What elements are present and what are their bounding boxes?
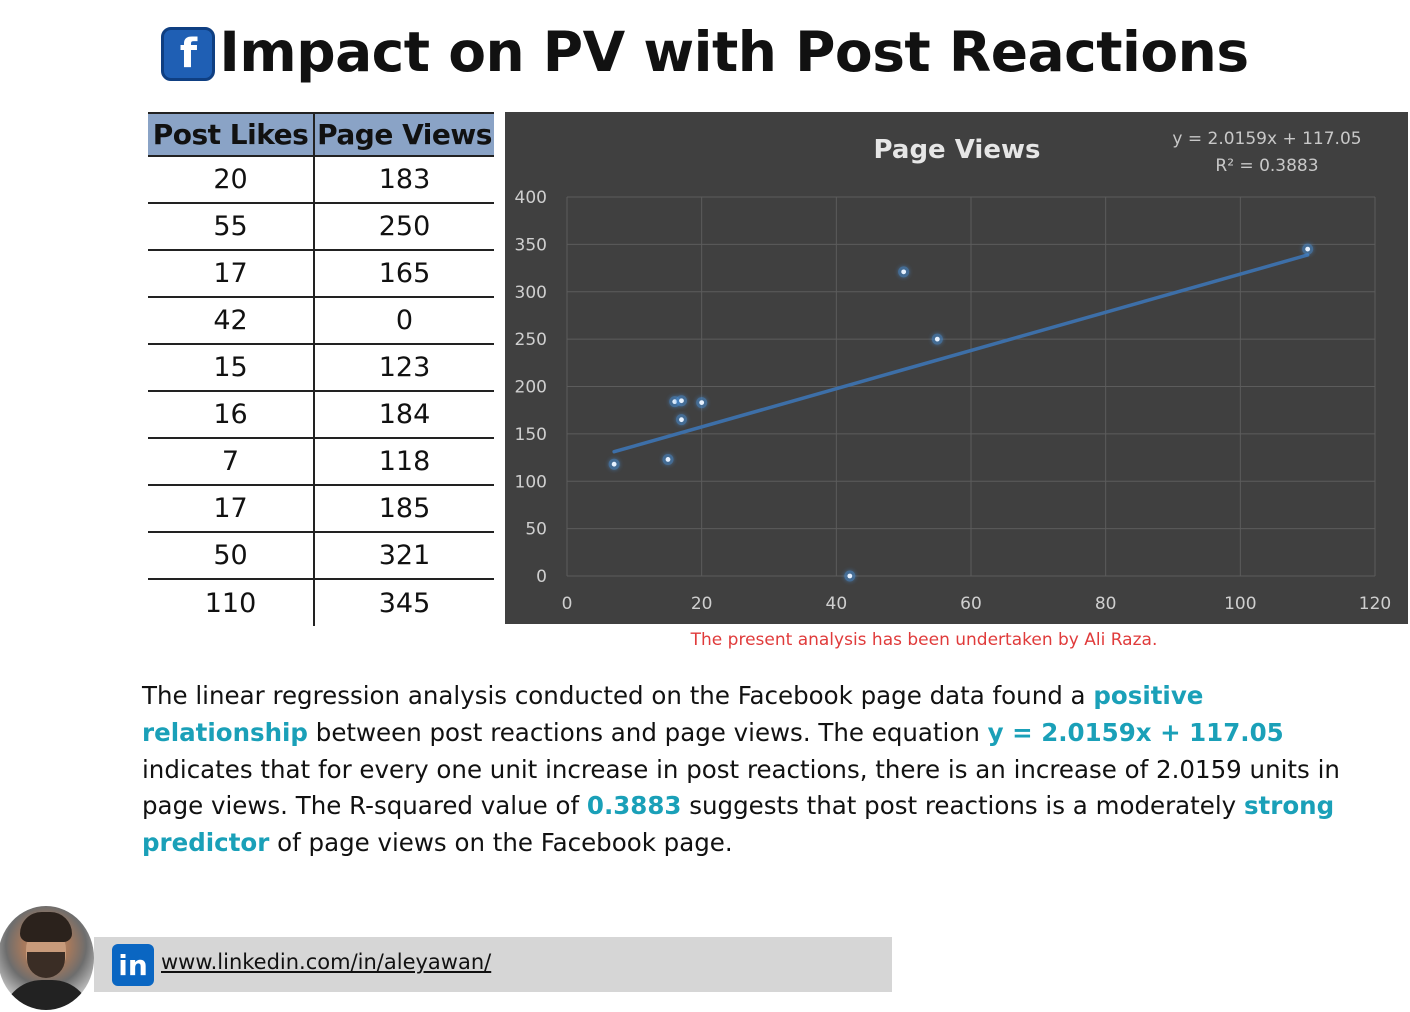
avatar-beard: [27, 952, 65, 978]
table-row: 17 165: [148, 250, 494, 298]
chart-trendline-layer: [612, 253, 1310, 454]
y-tick-label: 250: [515, 330, 547, 350]
x-tick-label: 60: [960, 594, 982, 614]
description-text: suggests that post reactions is a modera…: [681, 791, 1244, 821]
chart-title: Page Views: [874, 135, 1041, 165]
x-tick-label: 20: [691, 594, 713, 614]
chart-axis-labels: 0 50 100 150 200 250 300 350 400 0 20 40 60 80 100 120: [515, 188, 1392, 614]
x-tick-label: 0: [562, 594, 573, 614]
table-cell-likes: 17: [148, 250, 315, 298]
table-row: 17 185: [148, 485, 494, 533]
y-tick-label: 300: [515, 283, 547, 303]
data-table: Post Likes Page Views 20 183 55 250 17 165 …: [148, 112, 494, 626]
footer-bar: [94, 937, 892, 992]
data-point: [665, 457, 671, 462]
table-row: 16 184: [148, 391, 494, 439]
description-text: The linear regression analysis conducted…: [142, 681, 1094, 710]
table-row: 50 321: [148, 532, 494, 580]
profile-photo: [0, 906, 94, 1010]
table-cell-views: 250: [314, 203, 494, 251]
description-highlight: 0.3883: [586, 791, 682, 821]
description-highlight: strong predictor: [142, 791, 1335, 858]
table-row: 42 0: [148, 297, 494, 345]
y-tick-label: 200: [515, 378, 547, 398]
description-text: indicates that for every one unit increa…: [142, 754, 1340, 821]
trendline-equation: y = 2.0159x + 117.05: [1172, 129, 1361, 149]
y-tick-label: 150: [515, 425, 547, 445]
analysis-credit: The present analysis has been undertaken…: [690, 630, 1158, 650]
facebook-icon: f: [161, 27, 216, 81]
y-tick-label: 400: [515, 188, 547, 208]
table-row: 20 183: [148, 156, 494, 204]
linkedin-icon[interactable]: in: [112, 944, 154, 986]
linkedin-profile-link[interactable]: www.linkedin.com/in/aleyawan/: [161, 950, 492, 974]
table-cell-likes: 16: [148, 391, 315, 439]
data-point: [901, 269, 907, 275]
table-cell-views: 118: [314, 438, 494, 486]
y-tick-label: 350: [515, 235, 547, 255]
table-row: 15 123: [148, 344, 494, 392]
page-title: Impact on PV with Post Reactions: [219, 20, 1249, 84]
table-cell-views: 183: [314, 156, 494, 204]
table-cell-views: 185: [314, 485, 494, 533]
trendline: [612, 253, 1310, 454]
description-text: of page views on the Facebook page.: [269, 828, 733, 858]
data-point: [679, 417, 684, 423]
y-tick-label: 50: [525, 520, 547, 540]
chart-points: [608, 243, 1314, 582]
table-cell-views: 0: [314, 297, 494, 345]
scatter-chart: 0 50 100 150 200 250 300 350 400 0 20 40 60 80 100 120 …: [505, 112, 1408, 624]
x-tick-label: 80: [1095, 594, 1117, 614]
description-highlight: y = 2.0159x + 117.05: [987, 717, 1284, 747]
avatar-hair: [20, 912, 72, 942]
data-point: [847, 573, 853, 579]
y-tick-label: 0: [536, 567, 547, 587]
page-header: f Impact on PV with Post Reactions: [0, 12, 1410, 92]
avatar-shirt: [2, 980, 92, 1010]
table-cell-likes: 7: [148, 438, 315, 486]
data-point: [934, 336, 940, 342]
description-highlight: positive relationship: [142, 681, 1204, 747]
data-point: [679, 398, 684, 404]
table-cell-views: 165: [314, 250, 494, 298]
data-point: [611, 461, 617, 467]
table-cell-likes: 110: [148, 579, 315, 626]
table-cell-views: 123: [314, 344, 494, 392]
analysis-description: The linear regression analysis conducted…: [142, 678, 1357, 862]
table-cell-views: 184: [314, 391, 494, 439]
trendline-r-squared: R² = 0.3883: [1215, 156, 1318, 176]
column-header-post-likes: Post Likes: [148, 112, 315, 157]
table-cell-views: 345: [378, 587, 431, 619]
x-tick-label: 40: [826, 594, 848, 614]
x-tick-label: 120: [1359, 594, 1391, 614]
table-cell-likes: 55: [148, 203, 315, 251]
table-cell-likes: 15: [148, 344, 315, 392]
chart-gridlines: [566, 196, 1376, 577]
table-cell-likes: 17: [148, 485, 315, 533]
data-point: [672, 399, 678, 405]
table-cell-likes: 20: [148, 156, 315, 204]
data-point: [699, 400, 705, 406]
data-point: [1305, 246, 1311, 252]
table-cell-likes: 50: [148, 532, 315, 580]
table-row: 110 345: [148, 579, 494, 626]
table-row: 55 250: [148, 203, 494, 251]
column-header-page-views: Page Views: [314, 112, 494, 157]
description-text: between post reactions and page views. T…: [307, 717, 988, 747]
table-row: 7 118: [148, 438, 494, 486]
y-tick-label: 100: [515, 472, 547, 492]
table-cell-views: 321: [314, 532, 494, 580]
chart-background: [505, 112, 1408, 624]
table-cell-likes: 42: [148, 297, 315, 345]
table-header-row: Post Likes Page Views: [148, 112, 494, 157]
x-tick-label: 100: [1224, 594, 1256, 614]
